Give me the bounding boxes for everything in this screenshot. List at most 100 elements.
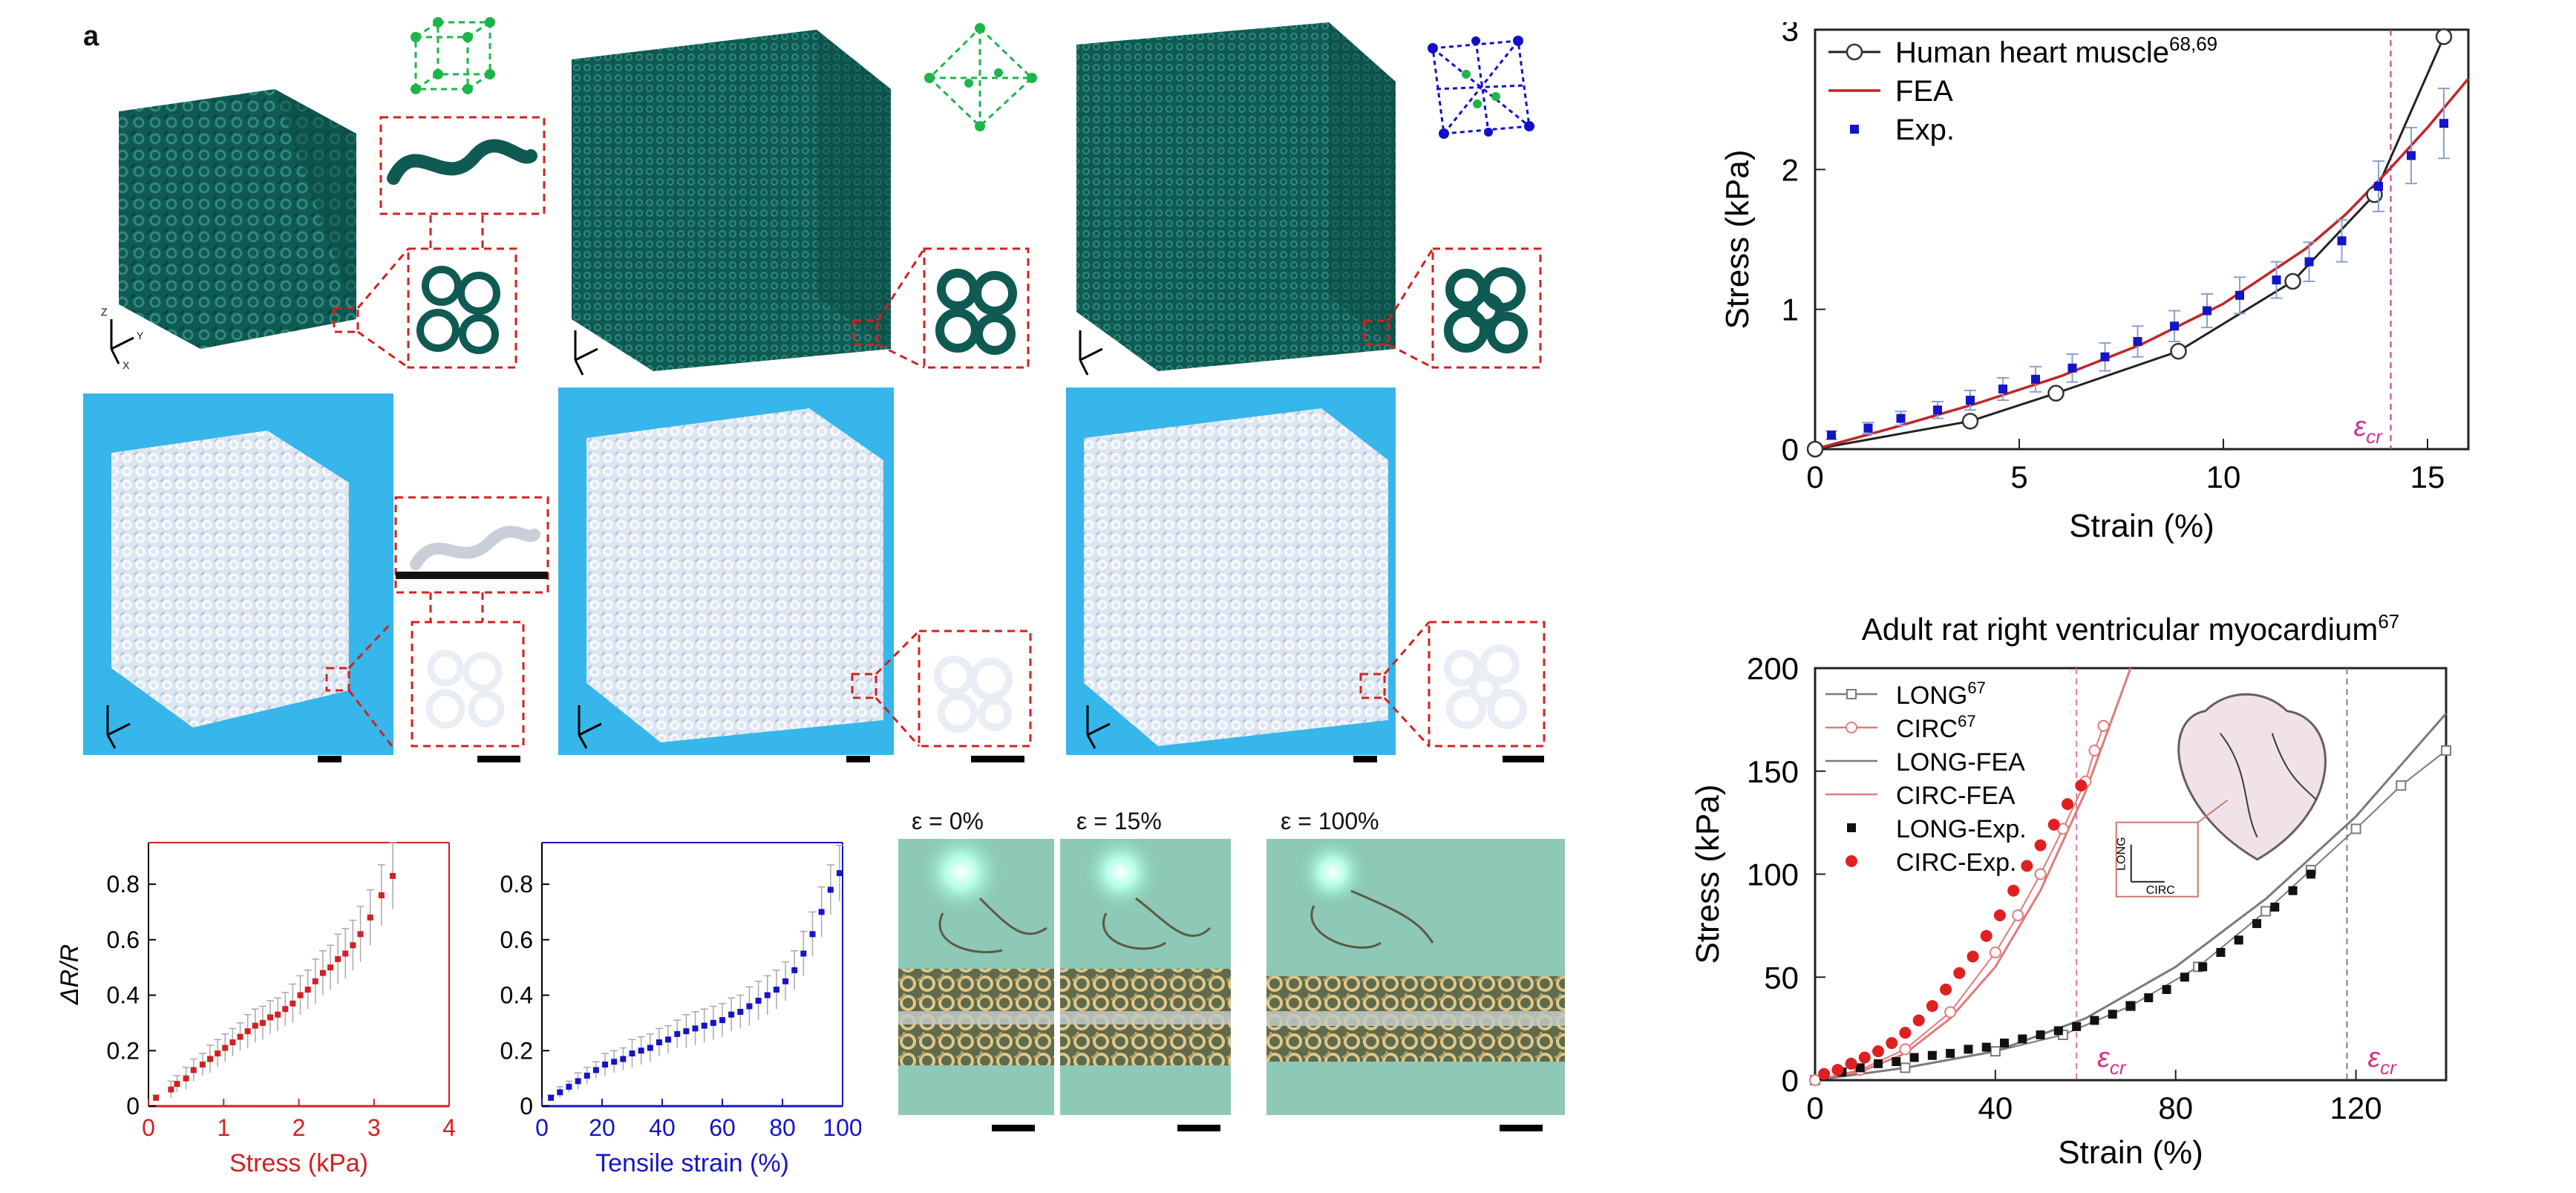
data-point <box>566 1083 572 1090</box>
critical-strain-label: εcr <box>2367 1042 2397 1079</box>
y-tick-label: 0.8 <box>107 871 140 898</box>
data-point-exp <box>2439 119 2448 128</box>
data-point <box>199 1061 206 1068</box>
data-point-exp <box>2170 321 2179 331</box>
x-tick-label: 10 <box>2206 460 2241 494</box>
x-tick-label: 0 <box>1806 1091 1823 1125</box>
x-tick-label: 1 <box>217 1114 230 1141</box>
data-point-circ-exp <box>1886 1037 1898 1050</box>
y-axis-label: Stress (kPa) <box>1719 149 1756 329</box>
data-point-long-exp <box>1964 1045 1973 1054</box>
data-point-long-exp <box>1874 1059 1883 1068</box>
data-point <box>304 987 311 993</box>
data-point-circ-exp <box>1858 1051 1871 1064</box>
y-tick-label: 0.8 <box>500 871 533 898</box>
legend-label-exp: Exp. <box>1895 114 1955 146</box>
data-point-exp <box>2067 363 2077 373</box>
data-point-exp <box>2272 275 2281 285</box>
data-point <box>611 1059 618 1065</box>
data-point-human-heart <box>1806 440 1824 458</box>
chart-human-heart: 0 5 10 15 0 1 2 3 Strain (%) Stress (kPa) εcr Human… <box>1719 22 2470 544</box>
data-point <box>237 1033 243 1040</box>
data-point <box>836 870 843 877</box>
data-point-long-exp <box>1927 1050 1937 1060</box>
data-point-long <box>1900 1062 1911 1073</box>
chart-delta-r-vs-tensile-strain: 0 20 40 60 80 100 0 0.2 0.4 0.6 0.8 Tensile strain … <box>500 842 861 1177</box>
chart-rat-myocardium: Adult rat right ventricular myocardium67… <box>1690 610 2451 1171</box>
scale-bar <box>1503 756 1544 762</box>
data-point-exp <box>1933 405 1942 415</box>
data-point-long-exp <box>1981 1042 1991 1052</box>
data-point-human-heart <box>2170 342 2187 360</box>
x-axis-label: Strain (%) <box>2069 508 2214 544</box>
y-tick-label: 0.2 <box>107 1037 140 1064</box>
data-point-long-exp <box>2053 1026 2063 1036</box>
lattice-cube-2 <box>572 30 891 371</box>
data-point <box>782 978 789 984</box>
data-point-circ <box>2097 719 2110 732</box>
data-point <box>252 1022 258 1029</box>
data-point-long <box>2441 745 2451 756</box>
led-photos <box>898 839 1565 1115</box>
data-point <box>183 1075 189 1082</box>
y-tick-label: 50 <box>1764 960 1799 995</box>
data-point-human-heart <box>1961 413 1979 430</box>
data-point-circ <box>1944 1006 1957 1019</box>
data-point-exp <box>1827 431 1836 440</box>
lattice-cube-3 <box>1076 22 1396 371</box>
data-point <box>267 1014 274 1021</box>
data-point-circ-exp <box>1926 1000 1938 1013</box>
unit-cell-octahedron <box>927 26 1034 128</box>
data-point <box>701 1022 707 1029</box>
y-tick-label: 0.6 <box>500 926 533 953</box>
inset-label-circ: CIRC <box>2146 884 2175 897</box>
data-point-circ-exp <box>1818 1068 1831 1080</box>
data-point <box>367 914 373 921</box>
data-point <box>168 1086 174 1093</box>
scale-bar <box>971 756 1024 762</box>
x-tick-label: 4 <box>442 1114 456 1141</box>
data-point-exp <box>2133 336 2142 346</box>
scale-bar <box>846 756 870 762</box>
y-tick-label: 1 <box>1782 292 1799 327</box>
inset-leader-line <box>2197 799 2229 823</box>
data-point-long-exp <box>1909 1053 1919 1062</box>
y-tick-label: 0 <box>1782 1063 1799 1098</box>
data-point <box>728 1011 735 1018</box>
data-point-circ-exp <box>2075 779 2088 792</box>
data-point <box>683 1028 690 1035</box>
x-axis-label: Strain (%) <box>2058 1134 2203 1171</box>
x-tick-label: 40 <box>649 1114 676 1141</box>
data-point-long <box>1990 1046 2001 1057</box>
data-point <box>222 1045 229 1051</box>
data-point-long-exp <box>2162 984 2171 994</box>
data-point-exp <box>2100 352 2110 362</box>
y-tick-label: 0 <box>520 1093 533 1120</box>
scale-bar <box>1500 1125 1543 1131</box>
legend-label: CIRC67 <box>1896 712 1976 743</box>
legend-label: LONG67 <box>1896 679 1986 710</box>
data-point-long-exp <box>2180 973 2189 982</box>
x-tick-label: 0 <box>535 1114 549 1141</box>
legend-label-human-heart: Human heart muscle68,69 <box>1895 33 2217 69</box>
data-point-circ-exp <box>1967 950 1979 963</box>
data-point <box>791 967 798 973</box>
data-point <box>190 1067 197 1073</box>
data-point <box>259 1019 266 1026</box>
data-point-exp <box>1966 396 1975 405</box>
legend-label: LONG-Exp. <box>1896 815 2027 843</box>
inset-label-long: LONG <box>2116 837 2128 870</box>
data-point-long-exp <box>2126 1001 2135 1011</box>
led-strain-label-0: ε = 0% <box>912 808 984 834</box>
x-tick-label: 0 <box>1806 460 1823 494</box>
data-point <box>827 886 834 893</box>
x-tick-label: 2 <box>292 1114 306 1141</box>
y-tick-label: 3 <box>1782 22 1799 48</box>
data-point-exp <box>2203 306 2211 316</box>
data-point-long-exp <box>2036 1030 2045 1039</box>
data-point-long-exp <box>2144 993 2154 1002</box>
data-point <box>665 1036 672 1043</box>
led-strain-label-1: ε = 15% <box>1076 808 1162 834</box>
data-point-circ <box>2034 868 2047 880</box>
legend-marker-exp <box>1850 125 1859 134</box>
